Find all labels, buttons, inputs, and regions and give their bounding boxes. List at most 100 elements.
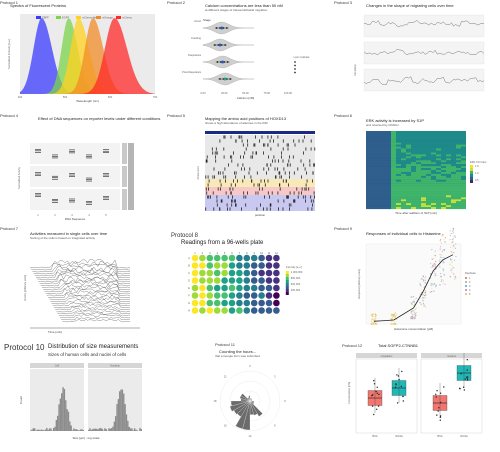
heatmap-cell — [411, 170, 416, 173]
position-mark — [279, 175, 281, 179]
heatmap-cell — [366, 187, 371, 190]
heatmap-cell — [446, 156, 451, 159]
heatmap-cell — [366, 138, 371, 141]
legend-label: EGFP — [62, 16, 69, 20]
band — [205, 179, 315, 187]
cell-point — [421, 277, 423, 279]
legend-key — [56, 16, 61, 19]
heatmap-cell — [426, 152, 431, 155]
heatmap-cell — [456, 150, 461, 153]
heatmap-cell — [421, 144, 426, 147]
heatmap-cell — [456, 181, 461, 184]
heatmap-cell — [411, 156, 416, 159]
heatmap-cell — [371, 197, 376, 200]
heatmap-cell — [401, 181, 406, 184]
heatmap-cell — [441, 181, 446, 184]
position-mark — [314, 147, 316, 151]
cell-point — [372, 315, 374, 317]
position-mark — [205, 207, 207, 211]
heatmap-cell — [411, 193, 416, 196]
heatmap-cell — [406, 181, 411, 184]
heatmap-cell — [366, 154, 371, 157]
histogram-bar — [121, 389, 124, 431]
histogram-bar — [78, 430, 80, 431]
cell-point — [439, 240, 441, 242]
data-point — [466, 379, 469, 381]
heatmap-cell — [381, 173, 386, 176]
position-mark — [309, 163, 311, 167]
heatmap-cell — [436, 181, 441, 184]
legend-label: 4 — [469, 288, 471, 292]
legend-label: EBFP — [42, 16, 49, 20]
cell-point — [432, 290, 434, 292]
position-mark — [247, 191, 248, 195]
heatmap-cell — [396, 156, 401, 159]
histogram-bar — [81, 429, 83, 431]
heatmap-cell — [451, 175, 456, 178]
row-label: A — [188, 256, 190, 260]
heatmap-cell — [401, 142, 406, 145]
heatmap-cell — [461, 131, 466, 134]
heatmap-cell — [396, 131, 401, 134]
heatmap-cell — [461, 168, 466, 171]
heatmap-cell — [401, 162, 406, 165]
legend-swatch — [470, 177, 473, 180]
cell-point — [425, 294, 427, 296]
heatmap-cell — [431, 168, 436, 171]
protocol-label: Protocol 11 — [215, 342, 235, 347]
heatmap-cell — [366, 132, 371, 135]
cell-point — [412, 314, 414, 316]
heatmap-cell — [386, 166, 391, 169]
well — [273, 277, 280, 284]
heatmap-cell — [406, 199, 411, 202]
heatmap-cell — [401, 177, 406, 180]
cell-point — [392, 323, 394, 325]
cell-point — [449, 263, 451, 265]
cell-point — [441, 256, 443, 259]
legend-label: 400,000 — [291, 288, 301, 292]
heatmap-cell — [401, 175, 406, 178]
position-mark — [312, 171, 314, 175]
x-tick-label: 25.00 — [221, 91, 228, 95]
facet-background — [363, 68, 485, 92]
heatmap-cell — [436, 142, 441, 145]
heatmap-cell — [386, 187, 391, 190]
histogram-bar — [140, 429, 142, 431]
cell-point — [443, 249, 445, 251]
heatmap-cell — [396, 175, 401, 178]
histogram-bar — [119, 391, 121, 431]
heatmap-cell — [366, 162, 371, 165]
heatmap-cell — [441, 144, 446, 147]
position-mark — [219, 207, 221, 211]
heatmap-cell — [426, 166, 431, 169]
heatmap-cell — [406, 156, 411, 159]
position-mark — [247, 139, 248, 143]
heatmap-cell — [436, 183, 441, 186]
heatmap-cell — [411, 152, 416, 155]
category-label: Diapedesis — [188, 53, 202, 57]
position-mark — [282, 179, 284, 183]
heatmap-cell — [461, 195, 466, 198]
legend-point — [465, 293, 467, 295]
row-label: E — [188, 286, 190, 290]
cell-point — [454, 236, 456, 238]
histogram-bar — [61, 393, 63, 431]
heatmap-cell — [416, 171, 421, 174]
cell-point — [444, 241, 446, 243]
heatmap-cell — [366, 191, 371, 194]
heatmap-cell — [456, 144, 461, 147]
heatmap-cell — [431, 131, 436, 134]
heatmap-cell — [436, 197, 441, 200]
heatmap-cell — [371, 164, 376, 167]
position-mark — [223, 147, 225, 151]
heatmap-cell — [371, 142, 376, 145]
chart-title: Counting the hours... — [219, 349, 257, 354]
position-mark — [314, 195, 315, 199]
heatmap-cell — [446, 187, 451, 190]
heatmap-cell — [456, 189, 461, 192]
cell-trace — [32, 263, 131, 273]
position-mark — [293, 191, 295, 195]
heatmap-cell — [416, 156, 421, 159]
heatmap-cell — [396, 134, 401, 137]
